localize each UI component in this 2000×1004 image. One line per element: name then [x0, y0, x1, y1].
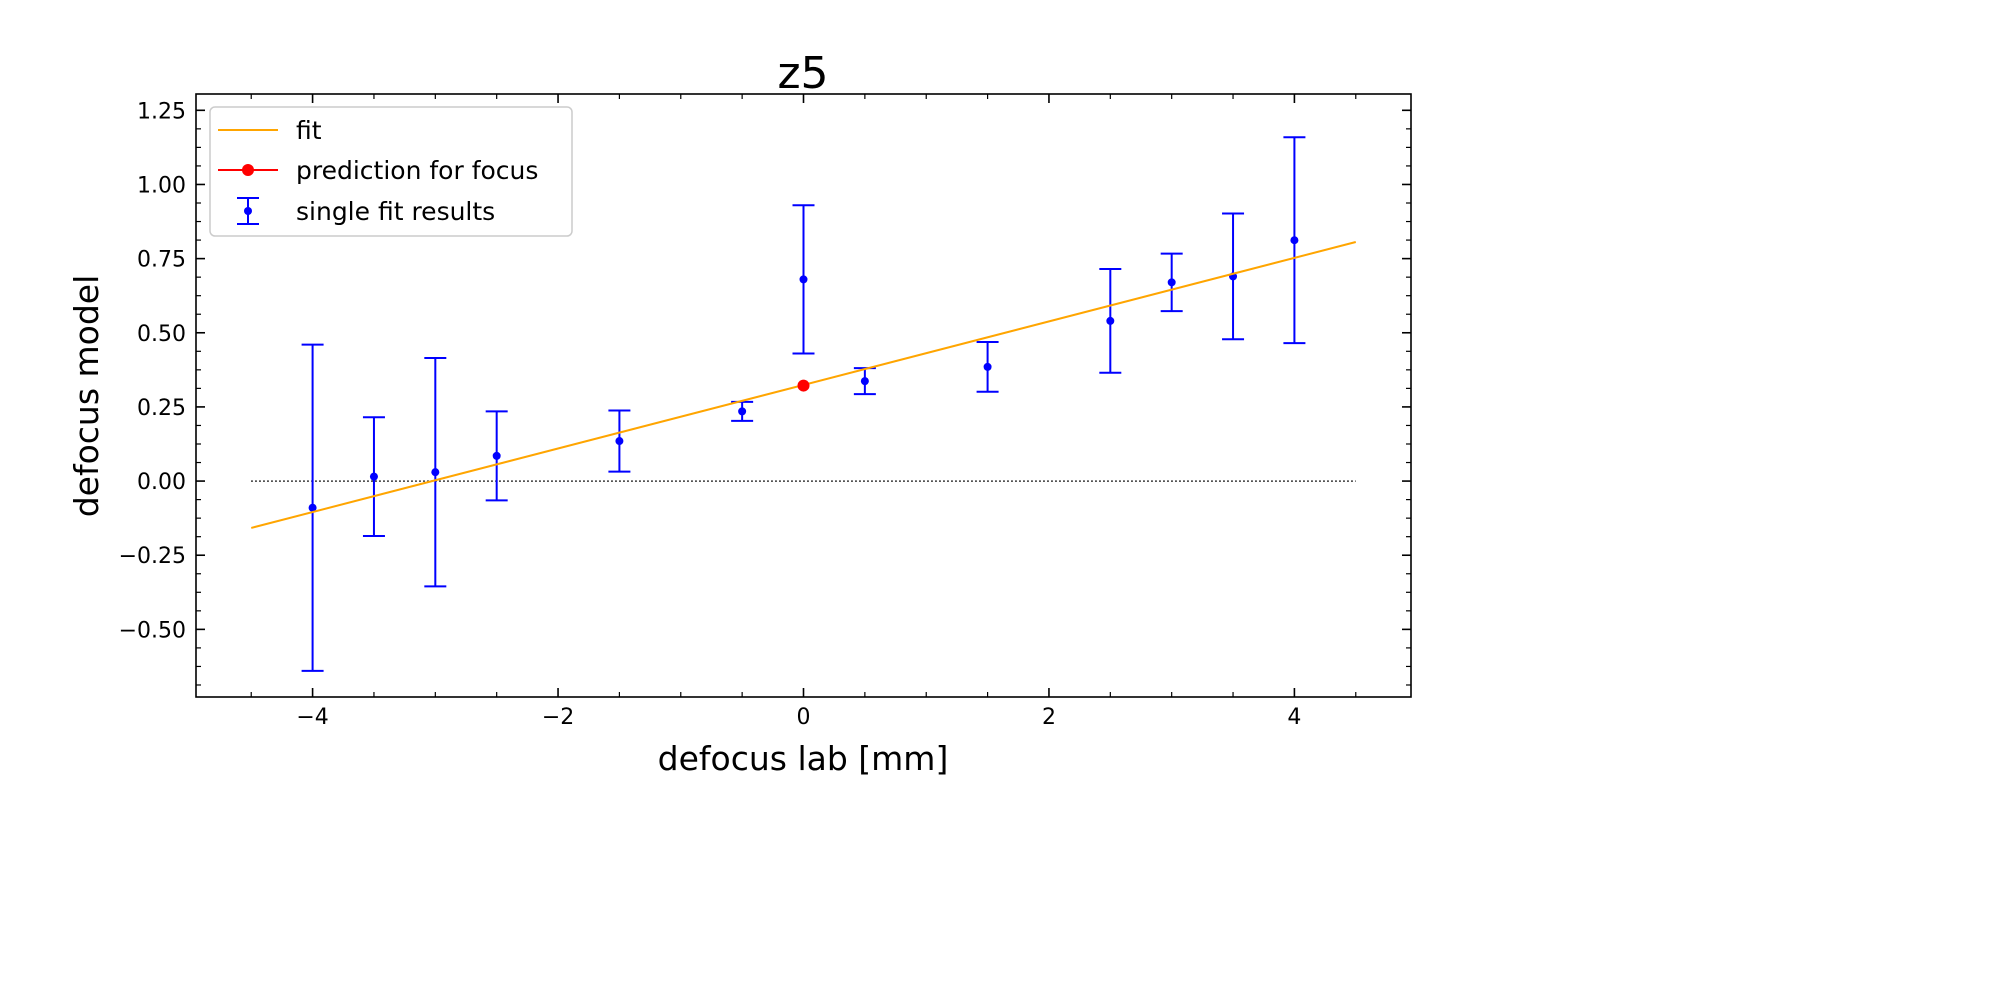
- y-tick-label: −0.50: [119, 618, 186, 643]
- data-point: [369, 472, 378, 481]
- data-point: [860, 377, 869, 386]
- y-tick-label: −0.25: [119, 544, 186, 569]
- legend-prediction-label: prediction for focus: [296, 156, 538, 185]
- data-point: [431, 468, 440, 477]
- x-tick-label: 4: [1287, 705, 1301, 730]
- y-tick-label: 0.00: [137, 470, 186, 495]
- x-tick-label: 2: [1042, 705, 1056, 730]
- legend-errorbar-label: single fit results: [296, 197, 495, 226]
- data-point: [799, 275, 808, 284]
- y-tick-label: 0.25: [137, 396, 186, 421]
- plot-frame: [195, 93, 1412, 698]
- y-tick-label: 1.00: [137, 173, 186, 198]
- x-axis-label: defocus lab [mm]: [658, 739, 949, 778]
- x-tick-label: 0: [797, 705, 811, 730]
- y-tick-label: 0.75: [137, 248, 186, 273]
- legend-box: [209, 106, 573, 237]
- data-point: [308, 503, 317, 512]
- legend: fit prediction for focus single fit resu…: [209, 106, 573, 237]
- x-tick-label: −2: [542, 705, 574, 730]
- x-tick-label: −4: [296, 705, 328, 730]
- legend-fit-label: fit: [296, 116, 322, 145]
- plot-area: −4 −2 0 2 4 −0.50 −0.25 0.00 0.25 0.50 0.75 1.00 1.2…: [119, 93, 1412, 730]
- data-point: [1106, 316, 1115, 325]
- legend-errorbar-marker: [244, 207, 252, 215]
- y-tick-label: 1.25: [137, 99, 186, 124]
- chart-title: z5: [777, 48, 828, 99]
- data-point: [983, 362, 992, 371]
- data-point: [1290, 236, 1299, 245]
- data-point: [1167, 278, 1176, 287]
- y-axis-label: defocus model: [67, 275, 106, 518]
- data-point: [738, 407, 747, 416]
- data-point: [615, 437, 624, 446]
- prediction-point: [797, 379, 810, 392]
- y-tick-label: 0.50: [137, 322, 186, 347]
- data-point: [492, 451, 501, 460]
- legend-prediction-marker: [242, 164, 254, 176]
